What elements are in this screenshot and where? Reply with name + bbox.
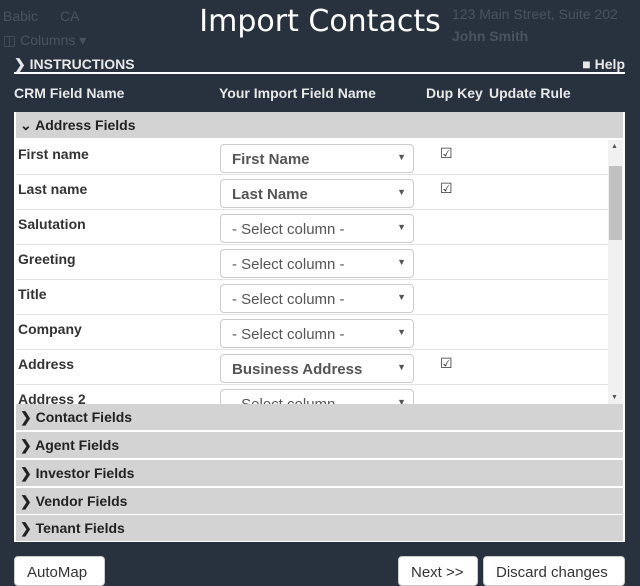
section-tenant-fields[interactable]: ❯ Tenant Fields bbox=[16, 515, 623, 541]
section-investor-fields[interactable]: ❯ Investor Fields bbox=[16, 460, 623, 486]
section-address-fields[interactable]: ⌄ Address Fields bbox=[16, 112, 623, 138]
chevron-right-icon: ❯ bbox=[20, 465, 32, 481]
mapping-row: Last name Last Name ▼ ☑ bbox=[16, 175, 608, 210]
import-field-select[interactable]: - Select column - ▼ bbox=[220, 214, 414, 243]
bg-address: 123 Main Street, Suite 202 bbox=[452, 6, 618, 22]
bg-columns: ◫ Columns ▾ bbox=[3, 32, 87, 48]
crm-field-name: Address bbox=[18, 356, 75, 372]
import-field-select[interactable]: First Name ▼ bbox=[220, 144, 414, 173]
help-label: Help bbox=[594, 56, 625, 72]
section-agent-fields[interactable]: ❯ Agent Fields bbox=[16, 432, 623, 458]
selected-value: - Select column - bbox=[232, 291, 345, 308]
caret-down-icon: ▼ bbox=[397, 397, 406, 404]
crm-field-name: Last name bbox=[18, 181, 88, 197]
scrollbar-thumb[interactable] bbox=[609, 166, 622, 240]
chevron-right-icon: ❯ bbox=[20, 520, 32, 536]
dup-key-checkbox-checked-icon[interactable]: ☑ bbox=[440, 145, 453, 161]
import-field-select[interactable]: - Select column - ▼ bbox=[220, 249, 414, 278]
mapping-row: Salutation - Select column - ▼ bbox=[16, 210, 608, 245]
selected-value: Business Address bbox=[232, 361, 363, 378]
selected-value: Last Name bbox=[232, 186, 308, 203]
selected-value: First Name bbox=[232, 151, 310, 168]
section-label: Investor Fields bbox=[35, 465, 135, 481]
section-label: Contact Fields bbox=[35, 409, 133, 425]
selected-value: - Select column - bbox=[232, 256, 345, 273]
caret-down-icon: ▼ bbox=[397, 257, 406, 267]
selected-value: - Select column - bbox=[232, 326, 345, 343]
crm-field-name: Title bbox=[18, 286, 47, 302]
field-mapping-panel: ⌄ Address Fields First name First Name ▼ … bbox=[14, 112, 625, 542]
mapping-row: First name First Name ▼ ☑ bbox=[16, 140, 608, 175]
section-label: Agent Fields bbox=[35, 437, 120, 453]
mapping-row: Greeting - Select column - ▼ bbox=[16, 245, 608, 280]
import-field-select[interactable]: - Select column - ▼ bbox=[220, 389, 414, 404]
next-button[interactable]: Next >> bbox=[398, 556, 478, 586]
bg-contact-name: John Smith bbox=[452, 28, 529, 44]
mapping-row: Company - Select column - ▼ bbox=[16, 315, 608, 350]
header-update-rule: Update Rule bbox=[489, 85, 571, 101]
scroll-up-icon[interactable]: ▲ bbox=[611, 143, 618, 150]
caret-down-icon: ▼ bbox=[397, 187, 406, 197]
header-dup-key: Dup Key bbox=[426, 85, 483, 101]
instructions-label: INSTRUCTIONS bbox=[29, 56, 135, 72]
crm-field-name: First name bbox=[18, 146, 89, 162]
import-field-select[interactable]: - Select column - ▼ bbox=[220, 319, 414, 348]
import-field-select[interactable]: Last Name ▼ bbox=[220, 179, 414, 208]
caret-down-icon: ▼ bbox=[397, 292, 406, 302]
caret-down-icon: ▼ bbox=[397, 222, 406, 232]
section-label: Vendor Fields bbox=[35, 493, 128, 509]
chevron-down-icon: ⌄ bbox=[20, 117, 32, 133]
header-crm-field: CRM Field Name bbox=[14, 85, 125, 101]
mapping-row: Address Business Address ▼ ☑ bbox=[16, 350, 608, 385]
crm-field-name: Address 2 bbox=[18, 391, 86, 404]
selected-value: - Select column - bbox=[232, 396, 345, 404]
help-button[interactable]: ■ Help bbox=[582, 56, 625, 72]
instructions-toggle[interactable]: ❯ INSTRUCTIONS bbox=[14, 56, 135, 73]
mapping-row: Address 2 - Select column - ▼ bbox=[16, 385, 608, 404]
section-label: Address Fields bbox=[35, 117, 136, 133]
chevron-right-icon: ❯ bbox=[20, 409, 32, 425]
crm-field-name: Salutation bbox=[18, 216, 86, 232]
discard-changes-button[interactable]: Discard changes bbox=[483, 556, 625, 586]
chevron-right-icon: ❯ bbox=[20, 437, 32, 453]
crm-field-name: Company bbox=[18, 321, 82, 337]
address-fields-list: First name First Name ▼ ☑ Last name Last N… bbox=[16, 140, 608, 404]
import-field-select[interactable]: Business Address ▼ bbox=[220, 354, 414, 383]
modal-title: Import Contacts bbox=[199, 4, 441, 39]
import-field-select[interactable]: - Select column - ▼ bbox=[220, 284, 414, 313]
dup-key-checkbox-checked-icon[interactable]: ☑ bbox=[440, 180, 453, 196]
section-vendor-fields[interactable]: ❯ Vendor Fields bbox=[16, 488, 623, 514]
section-label: Tenant Fields bbox=[35, 520, 125, 536]
chevron-right-icon: ❯ bbox=[14, 56, 26, 72]
caret-down-icon: ▼ bbox=[397, 362, 406, 372]
caret-down-icon: ▼ bbox=[397, 327, 406, 337]
scrollbar[interactable]: ▲ ▼ bbox=[608, 140, 623, 404]
bg-state: CA bbox=[60, 8, 80, 24]
scroll-down-icon[interactable]: ▼ bbox=[611, 394, 618, 401]
caret-down-icon: ▼ bbox=[397, 152, 406, 162]
section-contact-fields[interactable]: ❯ Contact Fields bbox=[16, 404, 623, 430]
header-import-field: Your Import Field Name bbox=[219, 85, 376, 101]
instructions-bar: ❯ INSTRUCTIONS ■ Help bbox=[14, 54, 625, 74]
crm-field-name: Greeting bbox=[18, 251, 76, 267]
video-camera-icon: ■ bbox=[582, 56, 591, 72]
chevron-right-icon: ❯ bbox=[20, 493, 32, 509]
bg-columns-label: Columns bbox=[20, 32, 76, 48]
automap-button[interactable]: AutoMap bbox=[14, 556, 105, 586]
bg-name: Babic bbox=[3, 8, 39, 24]
selected-value: - Select column - bbox=[232, 221, 345, 238]
mapping-row: Title - Select column - ▼ bbox=[16, 280, 608, 315]
dup-key-checkbox-checked-icon[interactable]: ☑ bbox=[440, 355, 453, 371]
